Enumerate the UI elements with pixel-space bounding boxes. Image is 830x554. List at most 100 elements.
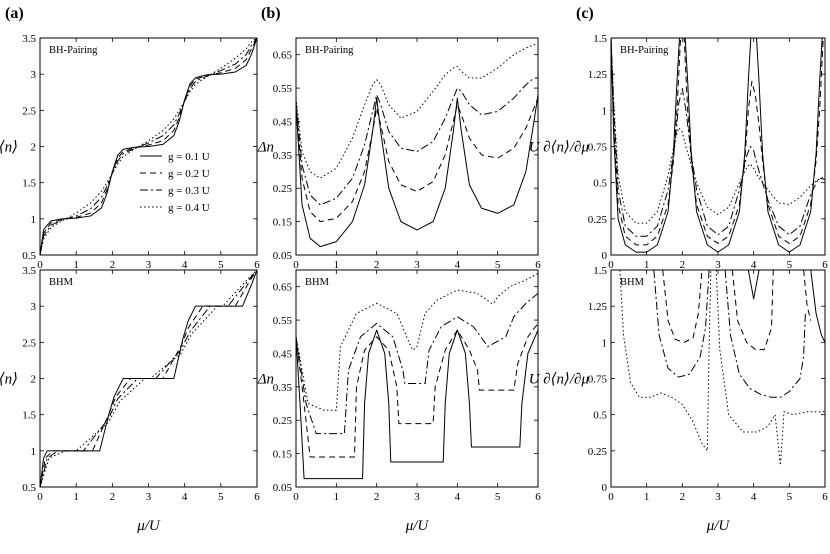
series-line-2	[296, 292, 538, 435]
y-tick-label: 2.5	[22, 105, 36, 117]
y-tick-label: 3.5	[22, 33, 36, 45]
x-tick-label: 4	[455, 259, 461, 271]
panel-5: 0 1 2 3 4 5 6 0 0.25 0.5 0.75 1 1.25 1.5 BHM U ∂⟨n⟩/∂μ μ…	[529, 265, 829, 534]
panel-2: 0 1 2 3 4 5 6 0.05 0.15 0.25 0.35 0.45 0.55 0.65 BH-Pa…	[257, 5, 542, 271]
y-tick-label: 1.5	[593, 265, 607, 277]
y-tick-label: 0.15	[273, 217, 293, 229]
column-label: (a)	[5, 5, 24, 22]
series-line-1	[296, 323, 538, 458]
series-line-0	[40, 270, 257, 487]
series-segment-0-3	[747, 270, 760, 300]
x-tick-label: 5	[218, 491, 224, 503]
x-tick-label: 6	[822, 259, 828, 271]
y-tick-label: 0.75	[588, 142, 608, 154]
y-tick-label: 0.35	[273, 382, 293, 394]
x-axis-label: μ/U	[405, 518, 430, 534]
x-tick-label: 2	[680, 491, 686, 503]
x-tick-label: 4	[182, 259, 188, 271]
panel-4: 0 1 2 3 4 5 6 0 0.25 0.5 0.75 1 1.25 1.5 BH-Pairing U ∂…	[529, 5, 829, 271]
y-axis-label: U ∂⟨n⟩/∂μ	[529, 140, 590, 156]
y-tick-label: 0.25	[273, 183, 293, 195]
x-tick-label: 1	[334, 259, 340, 271]
series-segment-1-2	[803, 270, 812, 321]
x-tick-label: 1	[73, 491, 79, 503]
y-tick-label: 0.65	[273, 282, 293, 294]
plot-frame	[610, 37, 826, 256]
y-tick-label: 1	[602, 105, 608, 117]
y-tick-label: 0	[602, 250, 608, 262]
y-axis-label: ⟨n⟩	[0, 140, 18, 156]
x-tick-label: 3	[414, 491, 420, 503]
inset-label: BH-Pairing	[305, 45, 354, 56]
y-tick-label: 0.5	[22, 250, 36, 262]
series-segment-3-0	[619, 270, 712, 452]
series-line-3	[296, 272, 538, 411]
plot-frame	[295, 37, 539, 256]
x-tick-label: 4	[751, 491, 757, 503]
y-axis-label: Δn	[257, 372, 274, 388]
x-tick-label: 2	[374, 491, 380, 503]
y-tick-label: 0.15	[273, 449, 293, 461]
y-tick-label: 2	[31, 142, 37, 154]
y-tick-label: 3	[31, 301, 37, 313]
y-tick-label: 1.25	[588, 69, 608, 81]
y-axis-label: Δn	[257, 140, 274, 156]
y-tick-label: 0.5	[593, 178, 607, 190]
y-axis-label: U ∂⟨n⟩/∂μ	[529, 372, 590, 388]
series-line-2	[40, 270, 257, 487]
x-tick-label: 6	[535, 259, 541, 271]
series-line-0	[296, 329, 538, 480]
x-tick-label: 5	[218, 259, 224, 271]
y-tick-label: 0.35	[273, 150, 293, 162]
y-tick-label: 0.5	[22, 482, 36, 494]
legend-entry: g = 0.4 U	[168, 202, 210, 214]
x-tick-label: 0	[293, 491, 299, 503]
x-tick-label: 6	[822, 491, 828, 503]
y-tick-label: 0.05	[273, 482, 293, 494]
series-group	[611, 270, 825, 487]
x-tick-label: 4	[182, 491, 188, 503]
series-segment-2-1	[724, 270, 806, 398]
y-tick-label: 1.5	[593, 33, 607, 45]
inset-label: BH-Pairing	[620, 45, 669, 56]
x-tick-label: 0	[293, 259, 299, 271]
y-tick-label: 0.55	[273, 315, 293, 327]
y-tick-label: 0.55	[273, 83, 293, 95]
x-tick-label: 2	[374, 259, 380, 271]
inset-label: BHM	[305, 277, 330, 288]
inset-label: BH-Pairing	[49, 45, 98, 56]
series-line-3	[40, 270, 257, 487]
x-tick-label: 0	[608, 259, 614, 271]
x-tick-label: 3	[146, 259, 152, 271]
x-axis-label: μ/U	[706, 518, 731, 534]
y-tick-label: 2	[31, 374, 37, 386]
x-tick-label: 1	[644, 259, 650, 271]
x-tick-label: 0	[37, 259, 43, 271]
plot-frame	[295, 269, 539, 488]
series-group	[611, 38, 825, 253]
x-tick-label: 0	[608, 491, 614, 503]
series-group	[40, 38, 257, 255]
series-line-2	[611, 38, 825, 237]
series-segment-1-0	[662, 270, 703, 343]
series-line-0	[810, 270, 825, 343]
series-line-3	[296, 44, 538, 179]
column-label: (c)	[576, 5, 594, 22]
y-tick-label: 1	[602, 337, 608, 349]
x-tick-label: 5	[787, 491, 793, 503]
y-tick-label: 1	[31, 214, 37, 226]
y-tick-label: 0.45	[273, 348, 293, 360]
series-line-1	[40, 38, 257, 255]
series-line-3	[611, 38, 825, 224]
y-tick-label: 0.05	[273, 250, 293, 262]
series-line-1	[40, 270, 257, 487]
series-segment-3-1	[715, 270, 825, 466]
column-label: (b)	[261, 5, 281, 22]
y-tick-label: 1.5	[22, 178, 36, 190]
legend-entry: g = 0.3 U	[168, 185, 210, 197]
x-tick-label: 2	[680, 259, 686, 271]
inset-label: BHM	[620, 277, 645, 288]
x-tick-label: 5	[495, 259, 501, 271]
series-segment-2-0	[653, 270, 710, 378]
panel-3: 0 1 2 3 4 5 6 0.05 0.15 0.25 0.35 0.45 0.55 0.65 BHM Δn…	[257, 269, 541, 534]
